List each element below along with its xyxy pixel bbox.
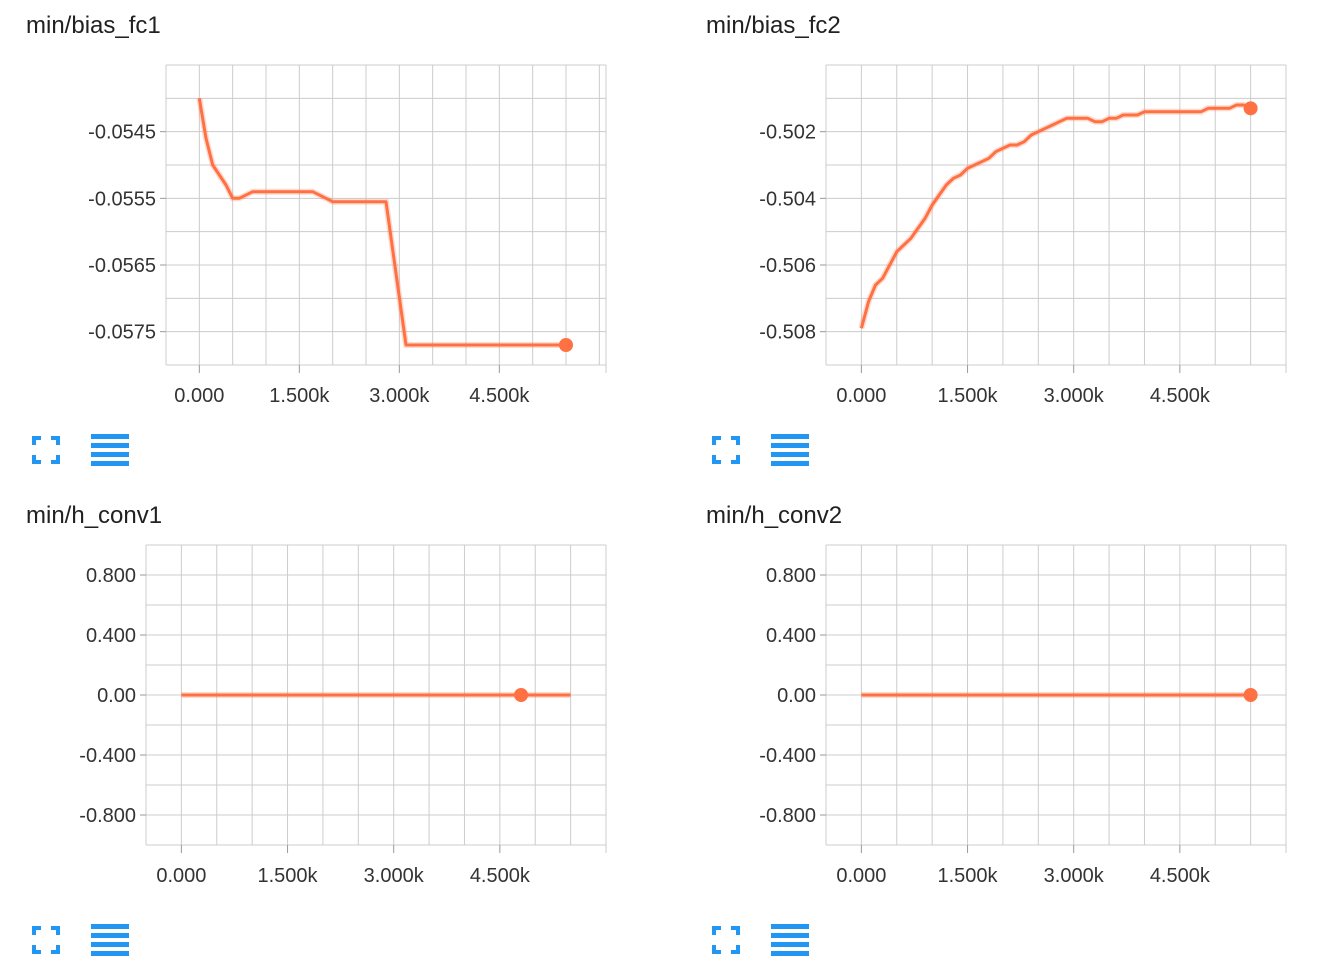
fullscreen-icon bbox=[32, 926, 60, 954]
x-tick-label: 4.500k bbox=[470, 865, 531, 887]
chart-plot: 0.800 0.400 0.00 -0.400 -0.800 0.000 1.500k 3.0… bbox=[759, 544, 1287, 887]
show-data-button[interactable] bbox=[90, 920, 130, 960]
y-tick-label: -0.800 bbox=[759, 805, 816, 827]
chart-title: min/bias_fc2 bbox=[706, 12, 841, 39]
fullscreen-button[interactable] bbox=[706, 920, 746, 960]
x-tick-label: 3.000k bbox=[1044, 865, 1105, 887]
series-line bbox=[859, 103, 1252, 329]
fullscreen-button[interactable] bbox=[26, 430, 66, 470]
x-tick-label: 0.000 bbox=[836, 865, 886, 887]
y-tick-label: -0.504 bbox=[759, 188, 816, 210]
y-tick-label: -0.0545 bbox=[88, 122, 156, 144]
chart-toolbar bbox=[26, 920, 154, 960]
last-point-marker bbox=[1243, 688, 1258, 702]
chart-card: min/h_conv2 0.800 0.400 0.00 -0.400 -0.800 0.… bbox=[706, 490, 1328, 970]
x-tick-label: 0.000 bbox=[174, 385, 224, 407]
x-tick-label: 1.500k bbox=[938, 385, 999, 407]
y-tick-label: -0.506 bbox=[759, 255, 816, 277]
chart-title: min/h_conv1 bbox=[26, 502, 163, 529]
chart-plot: -0.502 -0.504 -0.506 -0.508 0.000 1.500k 3.000… bbox=[759, 64, 1287, 407]
fullscreen-icon bbox=[32, 436, 60, 464]
chart-title: min/bias_fc1 bbox=[26, 12, 161, 39]
y-tick-label: -0.0565 bbox=[88, 255, 156, 277]
series-line-raw bbox=[858, 102, 1252, 330]
x-tick-label: 3.000k bbox=[364, 865, 425, 887]
x-tick-label: 4.500k bbox=[469, 385, 530, 407]
x-tick-label: 3.000k bbox=[1044, 385, 1105, 407]
list-icon bbox=[91, 434, 129, 466]
x-tick-label: 1.500k bbox=[258, 865, 319, 887]
y-tick-label: 0.800 bbox=[86, 565, 136, 587]
list-icon bbox=[771, 434, 809, 466]
fullscreen-button[interactable] bbox=[26, 920, 66, 960]
chart-toolbar bbox=[26, 430, 154, 470]
show-data-button[interactable] bbox=[90, 430, 130, 470]
x-tick-label: 4.500k bbox=[1150, 385, 1211, 407]
y-tick-label: -0.0555 bbox=[88, 188, 156, 210]
series-line bbox=[197, 98, 566, 347]
chart-plot: -0.0545 -0.0555 -0.0565 -0.0575 0.000 1.500k 3… bbox=[88, 64, 607, 407]
show-data-button[interactable] bbox=[770, 430, 810, 470]
y-tick-label: -0.502 bbox=[759, 122, 816, 144]
y-tick-label: 0.400 bbox=[766, 625, 816, 647]
y-tick-label: -0.0575 bbox=[88, 322, 156, 344]
series-line-raw bbox=[196, 97, 566, 348]
last-point-marker bbox=[1243, 101, 1258, 116]
x-tick-label: 1.500k bbox=[269, 385, 330, 407]
show-data-button[interactable] bbox=[770, 920, 810, 960]
x-tick-label: 4.500k bbox=[1150, 865, 1211, 887]
x-tick-label: 0.000 bbox=[156, 865, 206, 887]
y-tick-label: -0.508 bbox=[759, 322, 816, 344]
y-tick-label: 0.00 bbox=[97, 685, 136, 707]
list-icon bbox=[91, 924, 129, 956]
x-tick-label: 1.500k bbox=[938, 865, 999, 887]
y-tick-label: -0.800 bbox=[79, 805, 136, 827]
last-point-marker bbox=[559, 338, 573, 352]
y-tick-label: 0.00 bbox=[777, 685, 816, 707]
y-tick-label: 0.800 bbox=[766, 565, 816, 587]
list-icon bbox=[771, 924, 809, 956]
chart-card: min/h_conv1 0.800 0.400 0.00 -0.400 -0.800 0.… bbox=[26, 490, 666, 970]
y-tick-label: 0.400 bbox=[86, 625, 136, 647]
chart-toolbar bbox=[706, 920, 834, 960]
y-tick-label: -0.400 bbox=[759, 745, 816, 767]
y-tick-label: -0.400 bbox=[79, 745, 136, 767]
chart-plot: 0.800 0.400 0.00 -0.400 -0.800 0.000 1.500k 3.0… bbox=[79, 544, 607, 887]
chart-card: min/bias_fc1 -0.0545 -0.0555 -0.0565 -0.057… bbox=[26, 0, 666, 480]
fullscreen-icon bbox=[712, 926, 740, 954]
fullscreen-button[interactable] bbox=[706, 430, 746, 470]
chart-title: min/h_conv2 bbox=[706, 502, 843, 529]
fullscreen-icon bbox=[712, 436, 740, 464]
chart-card: min/bias_fc2 -0.502 -0.504 -0.506 -0.508 0.0… bbox=[706, 0, 1328, 480]
x-tick-label: 0.000 bbox=[836, 385, 886, 407]
last-point-marker bbox=[514, 688, 529, 702]
chart-toolbar bbox=[706, 430, 834, 470]
x-tick-label: 3.000k bbox=[369, 385, 430, 407]
